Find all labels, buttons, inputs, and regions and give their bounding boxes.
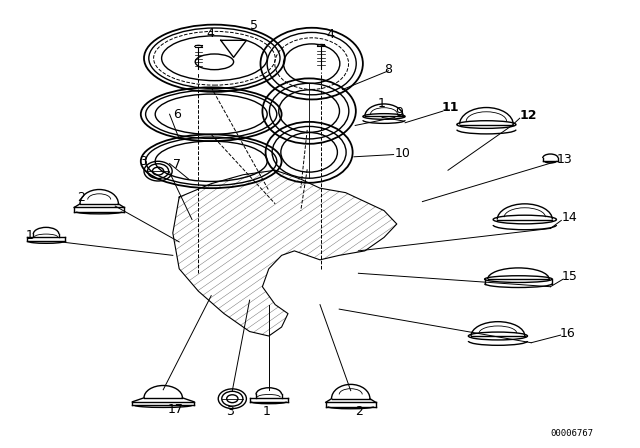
- Text: 5: 5: [250, 19, 258, 33]
- Text: 9: 9: [396, 105, 403, 119]
- Text: 4: 4: [206, 27, 214, 40]
- Text: 6: 6: [173, 108, 180, 121]
- Text: 2: 2: [355, 405, 363, 418]
- Text: 00006767: 00006767: [550, 429, 593, 438]
- Text: 11: 11: [442, 101, 459, 114]
- Text: 15: 15: [562, 270, 578, 284]
- Text: 3: 3: [140, 155, 147, 168]
- Text: 2: 2: [77, 190, 84, 204]
- Text: 13: 13: [557, 152, 573, 166]
- Text: 7: 7: [173, 158, 181, 172]
- Text: 17: 17: [168, 403, 184, 417]
- Text: 1: 1: [262, 405, 270, 418]
- Text: 8: 8: [384, 63, 392, 76]
- Text: 12: 12: [520, 108, 537, 122]
- Text: 10: 10: [394, 146, 410, 160]
- Text: 3: 3: [226, 405, 234, 418]
- Text: 1: 1: [378, 96, 385, 110]
- Text: 14: 14: [562, 211, 578, 224]
- Text: 4: 4: [326, 27, 334, 41]
- Text: 16: 16: [559, 327, 575, 340]
- Text: 1: 1: [26, 228, 33, 242]
